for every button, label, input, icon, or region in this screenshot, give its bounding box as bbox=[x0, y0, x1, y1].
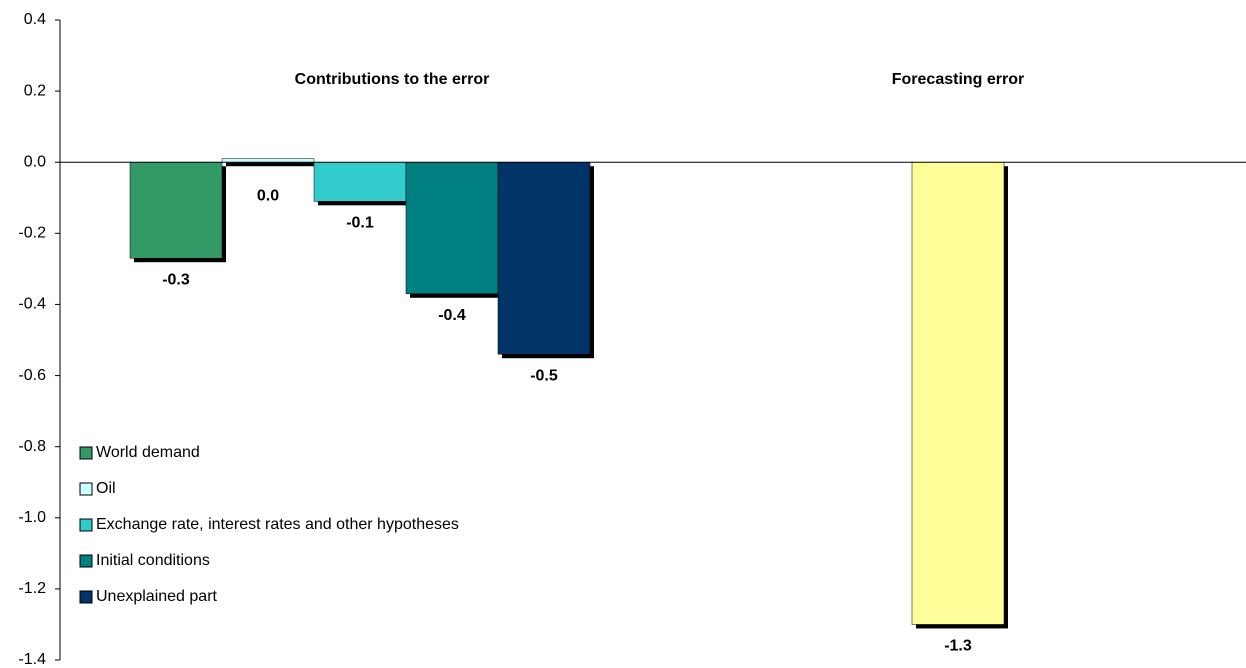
legend-label: World demand bbox=[96, 444, 200, 461]
legend-label: Unexplained part bbox=[96, 588, 218, 605]
legend-swatch bbox=[79, 518, 93, 532]
value-label: -0.4 bbox=[438, 307, 466, 324]
legend-swatch bbox=[79, 554, 93, 568]
legend-swatch bbox=[79, 590, 93, 604]
y-tick-label: -1.4 bbox=[18, 651, 46, 668]
value-label: 0.0 bbox=[257, 187, 279, 204]
bar-shadow bbox=[226, 162, 318, 167]
y-tick-label: -1.2 bbox=[18, 580, 46, 597]
y-tick-label: -1.0 bbox=[18, 509, 46, 526]
bar bbox=[405, 161, 499, 295]
value-label: -0.1 bbox=[346, 215, 374, 232]
bar bbox=[221, 158, 315, 163]
bar bbox=[911, 161, 1005, 625]
legend-swatch bbox=[79, 482, 93, 496]
bar bbox=[313, 161, 407, 202]
value-label: -0.5 bbox=[530, 367, 558, 384]
legend-label: Oil bbox=[96, 480, 116, 497]
group-title: Forecasting error bbox=[892, 71, 1024, 88]
legend-label: Initial conditions bbox=[96, 552, 210, 569]
y-tick-label: 0.2 bbox=[24, 82, 46, 99]
y-tick-label: 0.0 bbox=[24, 153, 46, 170]
y-tick-label: 0.4 bbox=[24, 11, 46, 28]
value-label: -0.3 bbox=[162, 271, 190, 288]
y-tick-label: -0.4 bbox=[18, 296, 46, 313]
y-tick-label: -0.2 bbox=[18, 225, 46, 242]
value-label: -1.3 bbox=[944, 638, 972, 655]
bar bbox=[497, 161, 591, 355]
y-tick-label: -0.6 bbox=[18, 367, 46, 384]
y-tick-label: -0.8 bbox=[18, 438, 46, 455]
legend-label: Exchange rate, interest rates and other … bbox=[96, 516, 459, 533]
legend-swatch bbox=[79, 446, 93, 460]
group-title: Contributions to the error bbox=[295, 71, 490, 88]
bar bbox=[129, 161, 223, 259]
